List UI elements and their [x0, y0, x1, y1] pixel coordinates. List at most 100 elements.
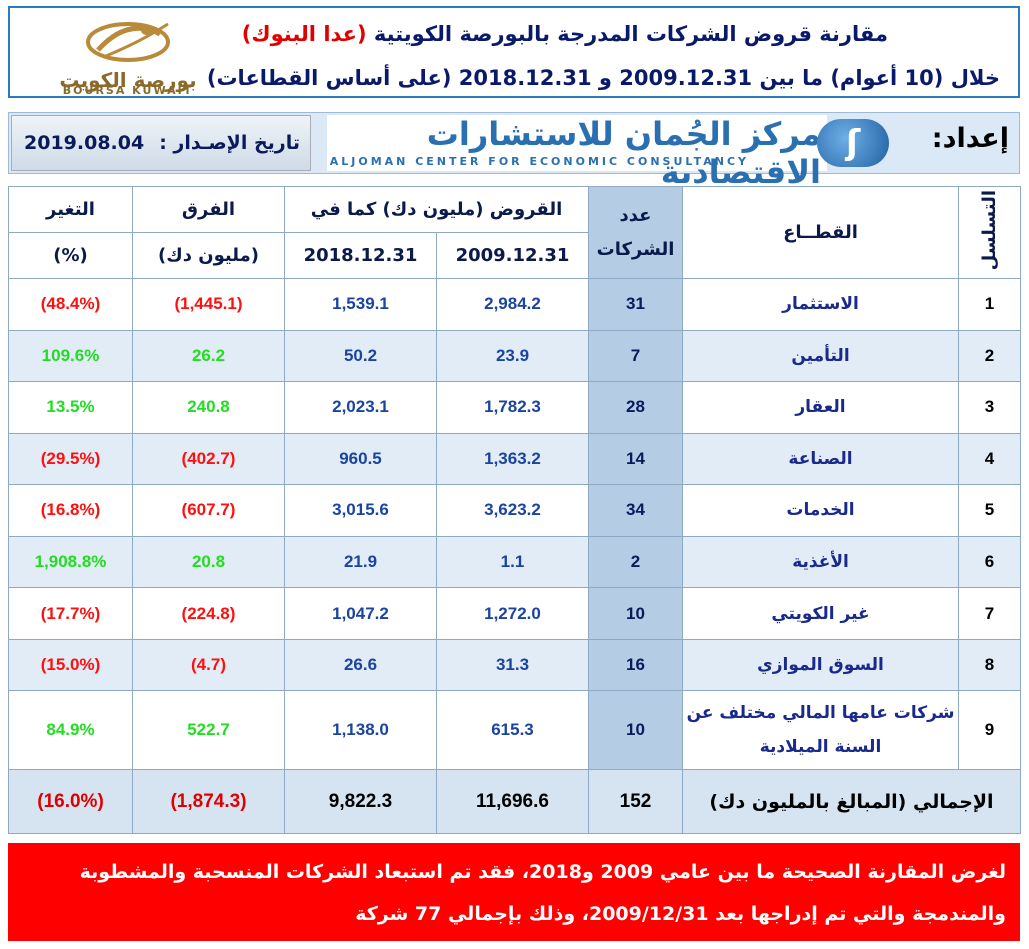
table-row: 4 الصناعة 14 1,363.2 960.5 (402.7) (29.5%) [8, 432, 1021, 486]
total-company-count: 152 [588, 769, 683, 834]
row-sector: غير الكويتي [682, 587, 959, 640]
row-serial: 8 [958, 638, 1021, 692]
footnote-banner: لغرض المقارنة الصحيحة ما بين عامي 2009 و… [8, 843, 1020, 941]
total-difference: (1,874.3) [132, 769, 285, 834]
row-loans-2018: 1,138.0 [284, 690, 437, 771]
row-company-count: 14 [588, 432, 683, 486]
table-row: 3 العقار 28 1,782.3 2,023.1 240.8 13.5% [8, 381, 1021, 434]
row-serial: 3 [958, 381, 1021, 434]
row-change-percent: (15.0%) [8, 638, 133, 692]
report-title-line2: خلال (10 أعوام) ما بين 2009.12.31 و 2018… [206, 66, 1000, 90]
header-serial: التسلسل [958, 186, 1021, 279]
table-row: 2 التأمين 7 23.9 50.2 26.2 109.6% [8, 329, 1021, 383]
total-label: الإجمالي (المبالغ بالمليون دك) [682, 769, 1021, 834]
center-name-english: ALJOMAN CENTER FOR ECONOMIC CONSULTANCY [329, 155, 749, 168]
row-company-count: 7 [588, 329, 683, 383]
report-title-line1: مقارنة قروض الشركات المدرجة بالبورصة الك… [242, 22, 888, 46]
row-company-count: 10 [588, 690, 683, 771]
row-loans-2009: 1.1 [436, 535, 589, 589]
logo-arabic-text: بورصة الكويت [59, 68, 197, 92]
row-serial: 5 [958, 484, 1021, 537]
center-name-arabic: مركز الجُمان للاستشارات الاقتصادية [426, 115, 821, 191]
row-loans-2018: 21.9 [284, 535, 437, 589]
header-loans: القروض (مليون دك) كما في [284, 186, 589, 233]
table-row: 7 غير الكويتي 10 1,272.0 1,047.2 (224.8) (17.7… [8, 587, 1021, 640]
row-difference: (4.7) [132, 638, 285, 692]
issue-date-value: 2019.08.04 [24, 132, 145, 154]
table-row: 1 الاستثمار 31 2,984.2 1,539.1 (1,445.1) (48.4… [8, 278, 1021, 331]
row-loans-2018: 960.5 [284, 432, 437, 486]
boursa-emblem-icon [86, 22, 170, 62]
row-change-percent: (16.8%) [8, 484, 133, 537]
issue-date-box: تاريخ الإصـدار : 2019.08.04 [11, 115, 311, 171]
row-serial: 1 [958, 278, 1021, 331]
row-company-count: 34 [588, 484, 683, 537]
row-serial: 9 [958, 690, 1021, 771]
row-serial: 6 [958, 535, 1021, 589]
row-loans-2009: 1,782.3 [436, 381, 589, 434]
header-serial-text: التسلسل [979, 189, 1000, 271]
row-loans-2018: 26.6 [284, 638, 437, 692]
row-company-count: 10 [588, 587, 683, 640]
header-diff: الفرق [132, 186, 285, 233]
sector-loans-table: التسلسل القطــاع عدد الشركات القروض (ملي… [8, 186, 1021, 834]
table-row: 5 الخدمات 34 3,623.2 3,015.6 (607.7) (16.8%) [8, 484, 1021, 537]
row-sector: الخدمات [682, 484, 959, 537]
header-diff-unit: (مليون دك) [132, 232, 285, 279]
header-date-2009: 2009.12.31 [436, 232, 589, 279]
row-serial: 2 [958, 329, 1021, 383]
row-loans-2009: 23.9 [436, 329, 589, 383]
row-loans-2009: 1,363.2 [436, 432, 589, 486]
row-difference: 26.2 [132, 329, 285, 383]
row-loans-2018: 1,047.2 [284, 587, 437, 640]
row-company-count: 16 [588, 638, 683, 692]
row-loans-2018: 2,023.1 [284, 381, 437, 434]
total-row: الإجمالي (المبالغ بالمليون دك) 152 11,696.… [8, 769, 1021, 834]
row-difference: (607.7) [132, 484, 285, 537]
row-loans-2018: 50.2 [284, 329, 437, 383]
title-highlight: (عدا البنوك) [241, 22, 367, 46]
row-sector: الأغذية [682, 535, 959, 589]
boursa-kuwait-logo: بورصة الكويت BOURSA KUWAIT [28, 12, 228, 97]
row-sector: التأمين [682, 329, 959, 383]
header-sector: القطــاع [682, 186, 959, 279]
header-date-2018: 2018.12.31 [284, 232, 437, 279]
prepared-by-label: إعداد: [931, 123, 1009, 154]
row-difference: (402.7) [132, 432, 285, 486]
table-row: 8 السوق الموازي 16 31.3 26.6 (4.7) (15.0%) [8, 638, 1021, 692]
row-difference: 522.7 [132, 690, 285, 771]
row-change-percent: (17.7%) [8, 587, 133, 640]
aljoman-logo-icon: ʃ [817, 119, 889, 167]
row-change-percent: (29.5%) [8, 432, 133, 486]
title-main: مقارنة قروض الشركات المدرجة بالبورصة الك… [373, 22, 888, 46]
header-change-unit: (%) [8, 232, 133, 279]
header-change: التغير [8, 186, 133, 233]
row-change-percent: (48.4%) [8, 278, 133, 331]
total-change-percent: (16.0%) [8, 769, 133, 834]
row-loans-2009: 31.3 [436, 638, 589, 692]
row-serial: 4 [958, 432, 1021, 486]
row-sector: العقار [682, 381, 959, 434]
row-loans-2009: 1,272.0 [436, 587, 589, 640]
row-sector: الصناعة [682, 432, 959, 486]
row-difference: 240.8 [132, 381, 285, 434]
row-sector: الاستثمار [682, 278, 959, 331]
row-loans-2018: 1,539.1 [284, 278, 437, 331]
row-loans-2009: 3,623.2 [436, 484, 589, 537]
row-change-percent: 1,908.8% [8, 535, 133, 589]
issue-date-label: تاريخ الإصـدار : [159, 132, 300, 154]
row-difference: (1,445.1) [132, 278, 285, 331]
header-count: عدد الشركات [588, 186, 683, 279]
row-company-count: 28 [588, 381, 683, 434]
row-sector: شركات عامها المالي مختلف عن السنة الميلا… [682, 690, 959, 771]
total-loans-2018: 9,822.3 [284, 769, 437, 834]
row-difference: 20.8 [132, 535, 285, 589]
row-change-percent: 13.5% [8, 381, 133, 434]
row-difference: (224.8) [132, 587, 285, 640]
total-loans-2009: 11,696.6 [436, 769, 589, 834]
center-name-block: مركز الجُمان للاستشارات الاقتصادية ALJOM… [327, 115, 827, 191]
row-company-count: 31 [588, 278, 683, 331]
table-row: 6 الأغذية 2 1.1 21.9 20.8 1,908.8% [8, 535, 1021, 589]
row-sector: السوق الموازي [682, 638, 959, 692]
logo-english-text: BOURSA KUWAIT [62, 84, 194, 97]
